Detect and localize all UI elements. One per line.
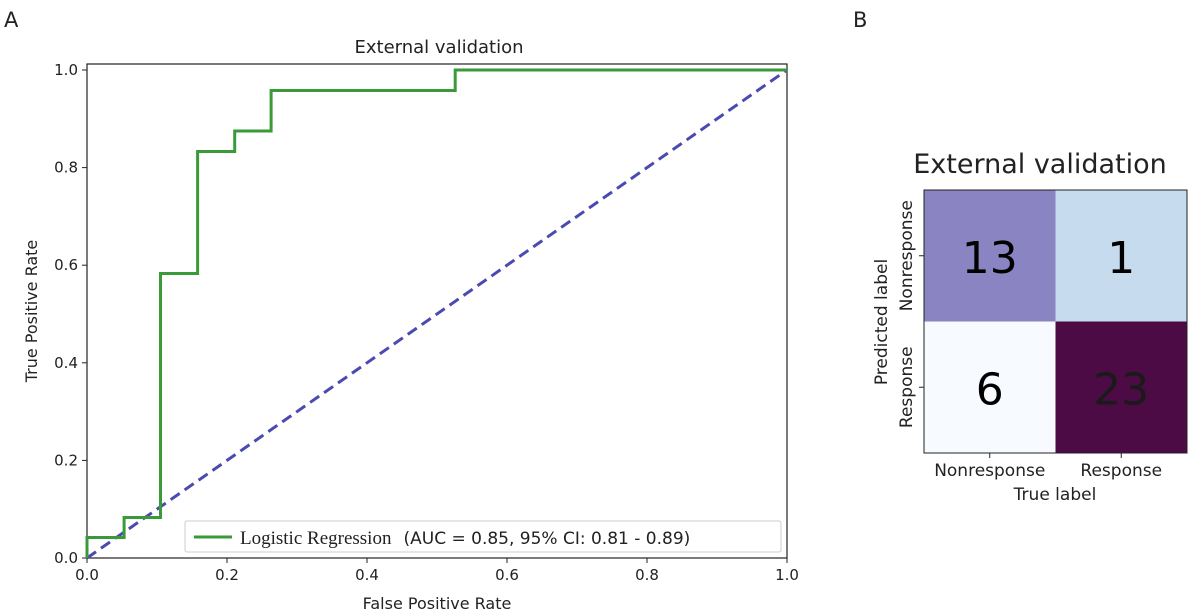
cm-cell-value: 6 [976,364,1004,415]
roc-x-tick-label: 0.8 [635,566,659,584]
roc-y-tick-label: 0.0 [54,549,78,567]
roc-title: External validation [354,37,523,58]
cm-cell [924,321,1056,453]
roc-y-ticks: 0.0 0.2 0.4 0.6 0.8 1.0 [54,61,87,567]
cm-y-ticks: Nonresponse Response [897,200,924,428]
roc-y-tick-label: 0.2 [54,451,78,469]
roc-x-tick-label: 0.6 [495,566,519,584]
cm-cell-value: 13 [962,233,1018,284]
roc-x-tick-label: 1.0 [775,566,799,584]
roc-y-tick-label: 0.6 [54,256,78,274]
cm-frame [923,189,1188,454]
cm-x-label: True label [1013,485,1097,505]
roc-x-ticks: 0.0 0.2 0.4 0.6 0.8 1.0 [75,558,799,584]
roc-x-tick-label: 0.4 [355,566,379,584]
roc-y-tick-label: 1.0 [54,61,78,79]
roc-legend-label-sans: (AUC = 0.85, 95% CI: 0.81 - 0.89) [404,529,691,549]
cm-cell [924,190,1056,322]
roc-x-label: False Positive Rate [363,594,512,613]
roc-plot-frame [86,63,788,559]
panel-a-label: A [4,8,19,32]
roc-legend: Logistic Regression (AUC = 0.85, 95% CI:… [184,520,782,553]
cm-y-tick-label: Response [897,346,917,428]
confusion-matrix: External validation 13 1 6 23 Nonresponse Re… [872,149,1188,505]
roc-y-tick-label: 0.8 [54,159,78,177]
roc-y-tick-label: 0.4 [54,354,78,372]
cm-y-tick-label: Nonresponse [897,200,917,311]
roc-lines [85,68,788,560]
cm-x-tick-label: Nonresponse [934,461,1045,481]
cm-cell-value: 1 [1107,233,1135,284]
roc-x-tick-label: 0.2 [215,566,239,584]
roc-chart: External validation 0.0 0.2 0.4 0.6 0.8 1.0 0… [22,37,799,613]
roc-legend-label-serif: Logistic Regression [240,528,392,549]
cm-cell-value: 23 [1093,364,1149,415]
cm-title: External validation [913,149,1167,180]
cm-x-tick-label: Response [1080,461,1162,481]
cm-cell [1055,190,1187,322]
roc-x-tick-label: 0.0 [75,566,99,584]
cm-y-label: Predicted label [872,259,892,385]
panel-b-label: B [853,8,867,32]
roc-curve-line [85,68,787,558]
cm-cell [1055,321,1187,453]
cm-cells: 13 1 6 23 [924,190,1187,453]
roc-legend-box [184,520,782,553]
cm-x-ticks: Nonresponse Response [934,453,1162,481]
roc-y-label: True Positive Rate [22,240,41,384]
roc-legend-label: Logistic Regression (AUC = 0.85, 95% CI:… [240,527,690,549]
chance-diagonal-line [86,68,788,560]
